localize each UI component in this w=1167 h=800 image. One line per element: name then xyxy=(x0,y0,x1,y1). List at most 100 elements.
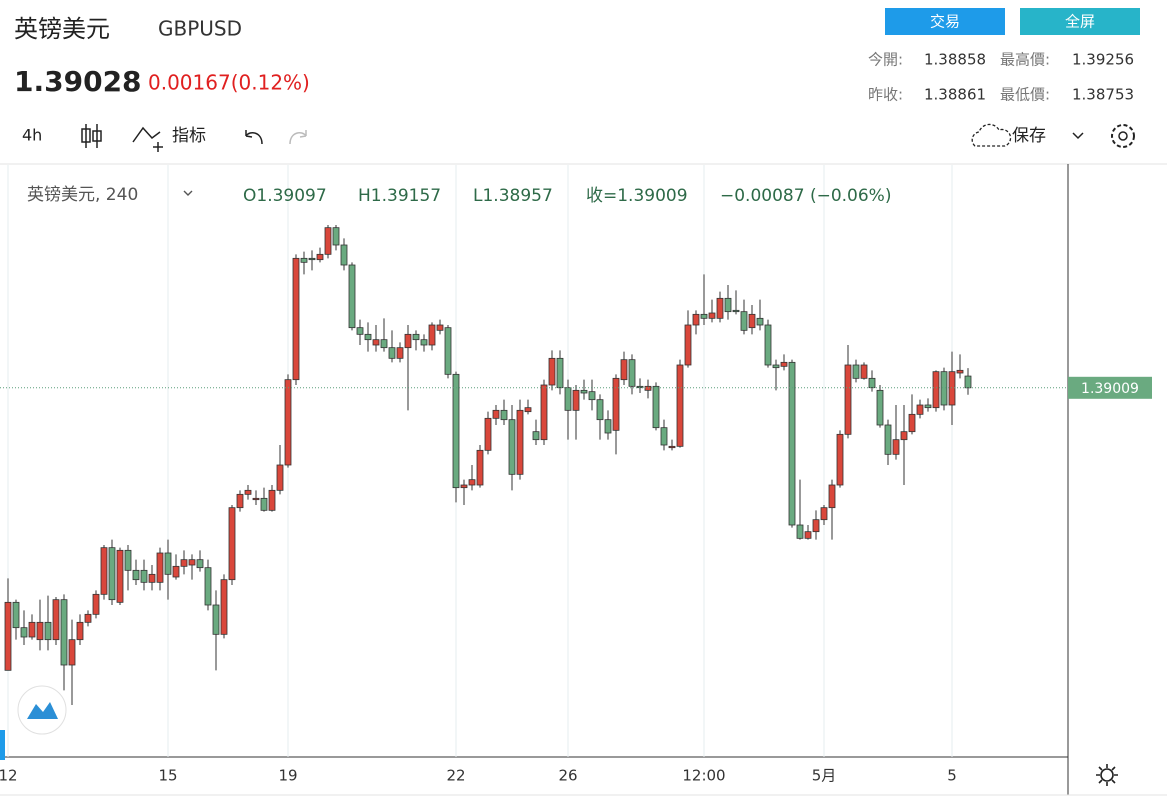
undo-icon[interactable] xyxy=(245,130,263,145)
candle-body xyxy=(132,569,140,581)
candle-body xyxy=(708,312,716,319)
candle-body xyxy=(756,317,764,326)
candle-body xyxy=(484,417,492,451)
title: 英镑美元 xyxy=(14,15,110,43)
candle-body xyxy=(532,431,540,441)
candle-body xyxy=(316,253,324,261)
candle-body xyxy=(204,567,212,606)
candle-body xyxy=(892,439,900,455)
side-tab[interactable] xyxy=(0,730,5,760)
candle-body xyxy=(692,313,700,326)
stat-value: 1.39256 xyxy=(1072,51,1134,69)
x-tick-label: 26 xyxy=(558,767,577,785)
candle-body xyxy=(468,479,476,486)
candle-body xyxy=(372,339,380,346)
candle-body xyxy=(116,549,124,603)
candle-body xyxy=(796,524,804,539)
axis-settings-icon[interactable] xyxy=(1096,764,1118,786)
candle-body xyxy=(812,519,820,533)
candle-icon[interactable] xyxy=(81,124,102,148)
candle-body xyxy=(252,497,260,501)
candle-body xyxy=(644,385,652,391)
candle-body xyxy=(324,227,332,255)
candle-body xyxy=(964,375,972,389)
candle-body xyxy=(508,419,516,475)
candle-body xyxy=(804,531,812,539)
candle-body xyxy=(228,507,236,581)
x-tick-label: 5 xyxy=(947,767,957,785)
candle-body xyxy=(604,419,612,434)
candle-body xyxy=(148,573,156,583)
stat-label: 最高價: xyxy=(1000,51,1050,69)
candle-body xyxy=(916,404,924,415)
candle-body xyxy=(284,379,292,466)
candle-body xyxy=(732,309,740,313)
candle-body xyxy=(924,404,932,409)
trade-button[interactable] xyxy=(885,8,1005,35)
candle-body xyxy=(860,364,868,379)
save[interactable]: 保存 xyxy=(1012,126,1046,146)
candle-body xyxy=(20,627,28,638)
stat-value: 1.38861 xyxy=(924,86,986,104)
candle-body xyxy=(460,484,468,489)
candle-body xyxy=(380,339,388,349)
candle-body xyxy=(36,621,44,641)
candle-body xyxy=(884,424,892,455)
candle-body xyxy=(420,339,428,346)
trade-button-label[interactable]: 交易 xyxy=(930,13,960,31)
symbol: GBPUSD xyxy=(158,17,242,41)
plot xyxy=(0,165,1068,757)
price-change: 0.00167(0.12%) xyxy=(148,71,310,95)
x-tick-label: 5月 xyxy=(812,767,837,785)
candle-body xyxy=(388,347,396,359)
candle-body xyxy=(340,244,348,266)
candle-body xyxy=(612,377,620,431)
chevron[interactable] xyxy=(1072,132,1084,140)
candle-body xyxy=(620,359,628,381)
candle-body xyxy=(244,489,252,495)
interval[interactable]: 4h xyxy=(22,126,42,145)
candle-body xyxy=(628,359,636,387)
candle-body xyxy=(428,324,436,346)
candle-body xyxy=(68,639,76,666)
fullscreen-button[interactable] xyxy=(1020,8,1140,35)
stat-label: 今開: xyxy=(868,51,903,69)
candle-body xyxy=(908,413,916,433)
candle-body xyxy=(180,559,188,567)
legend-close: 收=1.39009 xyxy=(586,186,688,206)
logo[interactable] xyxy=(17,685,67,735)
x-tick-label: 15 xyxy=(158,767,177,785)
candle-body xyxy=(308,257,316,261)
candle-body xyxy=(868,377,876,389)
candle-body xyxy=(268,489,276,511)
redo-icon[interactable] xyxy=(289,130,307,145)
candle-body xyxy=(516,409,524,475)
candle-body xyxy=(84,613,92,623)
candle-body xyxy=(548,357,556,386)
candle-body xyxy=(60,599,68,666)
legend-open: O1.39097 xyxy=(243,186,327,206)
candle-body xyxy=(76,621,84,641)
fullscreen-button-label[interactable]: 全屏 xyxy=(1065,13,1095,31)
indicator-icon[interactable] xyxy=(132,126,163,152)
x-tick-label: 12:00 xyxy=(682,767,725,785)
candle-body xyxy=(572,389,580,411)
settings-icon[interactable] xyxy=(1111,124,1135,148)
candle-body xyxy=(476,449,484,486)
candle-body xyxy=(700,313,708,319)
candle-body xyxy=(12,601,20,629)
indicators[interactable]: 指标 xyxy=(172,126,206,146)
candle-body xyxy=(828,484,836,509)
candle-body xyxy=(4,601,12,671)
candle-body xyxy=(124,549,132,571)
candle-body xyxy=(404,333,412,349)
candle-body xyxy=(100,547,108,595)
cloud-icon[interactable] xyxy=(971,123,1012,147)
candle-body xyxy=(492,409,500,419)
legend-change: −0.00087 (−0.06%) xyxy=(720,186,891,206)
candle-body xyxy=(852,364,860,379)
candle-body xyxy=(52,599,60,641)
candle-body xyxy=(412,333,420,341)
chevron[interactable] xyxy=(183,190,193,196)
stat-label: 昨收: xyxy=(868,86,903,104)
